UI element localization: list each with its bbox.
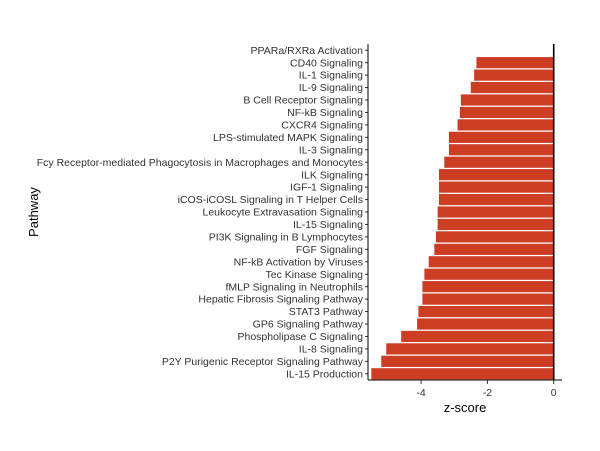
- bar-il-9-signaling: [470, 81, 554, 94]
- bar-b-cell-receptor-signaling: [460, 94, 554, 106]
- bar-cd40-signaling: [476, 57, 554, 69]
- bar-fmlp-signaling-in-neutrophils: [422, 281, 554, 293]
- bar-p2y-purigenic-receptor-signaling-pathway: [381, 355, 554, 367]
- bar-lps-stimulated-mapk-signaling: [448, 131, 554, 143]
- category-label: PI3K Signaling in B Lymphocytes: [209, 231, 363, 243]
- category-label: Fcy Receptor-mediated Phagocytosis in Ma…: [37, 157, 363, 169]
- bar-gp6-signaling-pathway: [417, 318, 554, 330]
- category-label: PPARa/RXRa Activation: [251, 45, 364, 57]
- category-label: IL-15 Signaling: [293, 219, 363, 231]
- category-label: NF-kB Signaling: [287, 107, 363, 119]
- category-label: Tec Kinase Signaling: [266, 269, 364, 281]
- bar-icos-icosl-signaling-in-t-helper-cells: [438, 193, 554, 206]
- category-label: LPS-stimulated MAPK Signaling: [213, 132, 363, 144]
- y-axis-title: Pathway: [26, 187, 41, 237]
- bar-il-15-signaling: [437, 218, 554, 231]
- category-label: IL-3 Signaling: [299, 144, 363, 156]
- category-label: FGF Signaling: [296, 244, 363, 256]
- bar-nf-kb-signaling: [459, 106, 554, 119]
- bar-nf-kb-activation-by-viruses: [428, 256, 554, 268]
- category-label: NF-kB Activation by Viruses: [234, 256, 363, 268]
- bar-fgf-signaling: [434, 243, 554, 255]
- category-label: Leukocyte Extravasation Signaling: [202, 207, 363, 219]
- category-label: ILK Signaling: [301, 169, 363, 181]
- category-label: CD40 Signaling: [290, 57, 363, 69]
- bar-phospholipase-c-signaling: [401, 330, 554, 343]
- category-label: iCOS-iCOSL Signaling in T Helper Cells: [178, 194, 363, 206]
- x-ticks-group: -4 -2 0: [416, 380, 557, 399]
- bar-il-3-signaling: [448, 144, 554, 156]
- category-label: IGF-1 Signaling: [290, 182, 363, 194]
- category-label: CXCR4 Signaling: [281, 119, 363, 131]
- bar-fcy-receptor-mediated-phagocytosis-in-macrophages-and-monocytes: [444, 156, 554, 168]
- bar-stat3-pathway: [418, 305, 554, 318]
- category-label: GP6 Signaling Pathway: [253, 319, 364, 331]
- bar-leukocyte-extravasation-signaling: [437, 206, 554, 218]
- category-label: IL-8 Signaling: [299, 343, 363, 355]
- category-label: IL-1 Signaling: [299, 70, 363, 82]
- category-label: Hepatic Fibrosis Signaling Pathway: [198, 294, 363, 306]
- bars-group: [371, 57, 554, 380]
- bar-ilk-signaling: [438, 169, 554, 181]
- bar-cxcr4-signaling: [457, 119, 554, 131]
- category-label: STAT3 Pathway: [289, 306, 364, 318]
- bar-hepatic-fibrosis-signaling-pathway: [422, 293, 554, 305]
- category-label: fMLP Signaling in Neutrophils: [225, 281, 363, 293]
- category-label: B Cell Receptor Signaling: [243, 95, 363, 107]
- bar-pi3k-signaling-in-b-lymphocytes: [435, 231, 554, 243]
- bar-il-8-signaling: [386, 343, 554, 355]
- x-tick-label: -2: [483, 387, 492, 399]
- bar-il-15-production: [371, 368, 554, 380]
- bar-tec-kinase-signaling: [424, 268, 554, 280]
- bar-igf-1-signaling: [438, 181, 554, 193]
- category-label: IL-15 Production: [286, 368, 363, 380]
- x-axis-title: z-score: [444, 400, 487, 415]
- bar-il-1-signaling: [474, 69, 554, 81]
- category-label: P2Y Purigenic Receptor Signaling Pathway: [162, 356, 364, 368]
- x-tick-label: -4: [416, 387, 425, 399]
- category-label: IL-9 Signaling: [299, 82, 363, 94]
- x-tick-label: 0: [551, 387, 557, 399]
- category-label: Phospholipase C Signaling: [237, 331, 363, 343]
